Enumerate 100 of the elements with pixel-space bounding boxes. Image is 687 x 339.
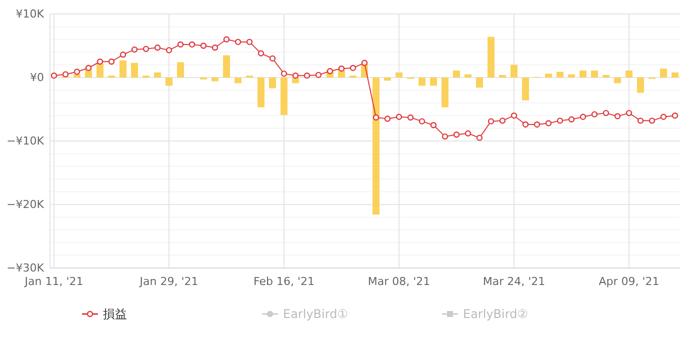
point — [246, 38, 253, 46]
x-tick-label: Mar 08, '21 — [368, 274, 430, 288]
bar — [234, 78, 242, 84]
point — [442, 133, 448, 140]
bar — [372, 78, 380, 215]
legend-label: 損益 — [103, 307, 127, 321]
bar — [154, 72, 161, 78]
bar — [430, 78, 437, 86]
x-tick-label: Jan 11, '21 — [24, 274, 84, 288]
point — [212, 44, 218, 51]
point — [418, 118, 426, 124]
point — [269, 55, 276, 62]
bar — [280, 78, 288, 115]
point — [326, 68, 334, 74]
bar — [212, 78, 218, 82]
y-tick-label: ¥0 — [30, 71, 44, 84]
bar — [488, 36, 494, 78]
point — [280, 70, 288, 77]
x-tick-label: Apr 09, '21 — [598, 274, 660, 288]
point — [602, 110, 610, 116]
point — [315, 72, 322, 78]
point — [142, 46, 150, 52]
bar — [74, 74, 80, 78]
point — [372, 114, 380, 121]
bar — [96, 64, 104, 78]
y-tick-label: −¥10K — [6, 134, 45, 148]
point — [188, 41, 196, 48]
point — [626, 110, 632, 116]
bar — [384, 78, 391, 81]
bar — [637, 78, 644, 93]
bar — [476, 78, 483, 88]
bar — [672, 72, 678, 78]
bar — [269, 78, 276, 88]
point — [384, 116, 391, 122]
point — [522, 121, 529, 128]
bar — [258, 78, 264, 108]
x-tick-label: Mar 24, '21 — [482, 274, 546, 288]
bar — [442, 78, 448, 108]
point — [568, 116, 575, 123]
bar — [626, 70, 632, 78]
bar — [591, 70, 598, 78]
bar — [614, 78, 621, 84]
point — [96, 58, 104, 65]
bar — [602, 74, 610, 78]
x-tick-label: Feb 16, '21 — [254, 274, 314, 288]
point — [304, 72, 310, 79]
point — [545, 120, 552, 126]
y-tick-label: −¥30K — [6, 262, 45, 275]
bar — [396, 72, 402, 78]
point — [338, 66, 345, 72]
point — [108, 58, 115, 65]
point — [361, 60, 368, 66]
point — [62, 71, 69, 78]
point — [50, 72, 58, 79]
point — [648, 118, 656, 124]
point — [166, 47, 172, 54]
bar — [556, 72, 564, 78]
point — [660, 114, 667, 120]
point — [154, 44, 161, 51]
bar — [580, 70, 586, 78]
point — [258, 50, 264, 56]
bar — [418, 78, 426, 86]
point — [234, 38, 242, 46]
point — [510, 112, 518, 119]
bar — [510, 64, 518, 78]
bar — [453, 70, 460, 78]
point — [223, 36, 230, 42]
y-tick-label: ¥10K — [16, 8, 45, 21]
point — [591, 111, 598, 118]
point — [430, 122, 437, 128]
bar — [166, 78, 172, 86]
bar — [545, 74, 552, 78]
point — [556, 118, 564, 124]
point — [120, 52, 126, 58]
point — [672, 112, 678, 119]
point — [131, 46, 138, 53]
point — [200, 42, 207, 49]
bar — [464, 74, 472, 78]
point — [464, 130, 472, 136]
point — [407, 114, 414, 121]
bar — [522, 78, 529, 100]
point — [534, 121, 540, 128]
point — [637, 118, 644, 124]
bar — [177, 62, 184, 78]
bar — [660, 68, 667, 78]
bar — [120, 60, 126, 78]
point — [350, 64, 356, 72]
point — [85, 64, 92, 72]
point — [476, 134, 483, 141]
point — [74, 68, 80, 75]
point — [292, 72, 299, 79]
bar — [223, 55, 230, 78]
point — [177, 41, 184, 48]
bar — [499, 74, 506, 78]
bar — [131, 62, 138, 78]
x-tick-label: Jan 29, '21 — [138, 274, 198, 288]
legend-label: EarlyBird② — [463, 307, 528, 321]
point — [453, 132, 460, 138]
legend-label: EarlyBird① — [283, 307, 348, 321]
point — [499, 118, 506, 124]
